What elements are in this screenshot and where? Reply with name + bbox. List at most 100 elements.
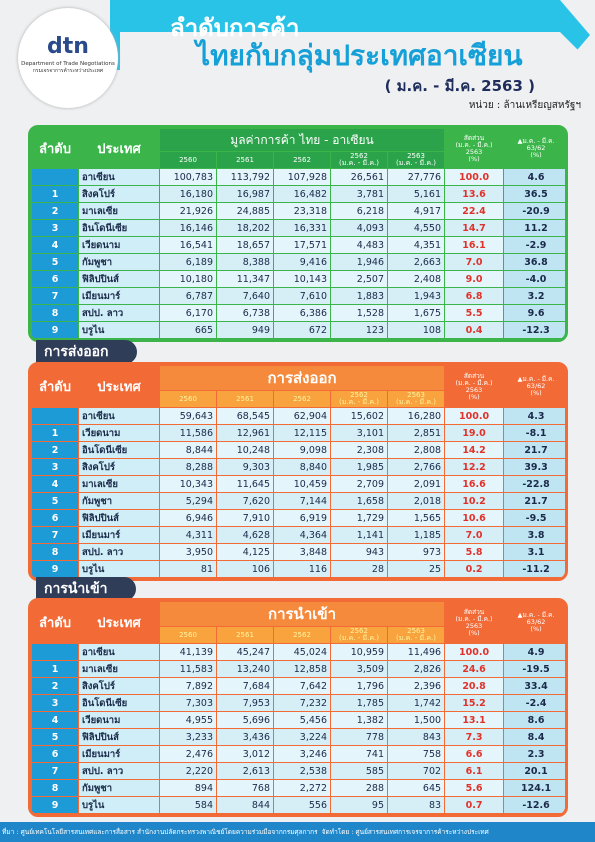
rank: 9 <box>32 561 78 577</box>
header-row: ลำดับ ประเทศ การส่งออก สัดส่วน (ม.ค. - มี.ค… <box>32 366 565 400</box>
value: 7,620 <box>217 493 273 509</box>
unit-note: หน่วย : ล้านเหรียญสหรัฐฯ <box>468 100 581 111</box>
rank: 4 <box>32 237 78 253</box>
value: 949 <box>217 322 273 338</box>
value: 5,696 <box>217 712 273 728</box>
share: 15.2 <box>445 695 504 711</box>
growth: 33.4 <box>504 678 565 694</box>
share-header: สัดส่วน (ม.ค. - มี.ค.) 2563 (%) <box>455 133 493 163</box>
country: สิงคโปร์ <box>79 186 159 202</box>
growth: 20.1 <box>504 763 565 779</box>
country: ฟิลิปปินส์ <box>79 510 159 526</box>
value: 894 <box>160 780 216 796</box>
country: เวียดนาม <box>79 712 159 728</box>
rank: 8 <box>32 305 78 321</box>
rank: 3 <box>32 695 78 711</box>
year-header: 2562 <box>274 391 330 407</box>
value: 288 <box>331 780 387 796</box>
rank: 3 <box>32 459 78 475</box>
rank-header: ลำดับ <box>39 142 71 157</box>
country: อินโดนีเซีย <box>79 442 159 458</box>
value: 973 <box>388 544 445 560</box>
share: 0.7 <box>445 797 504 813</box>
year-row: 2560 2561 2562 2562 (ม.ค. - มี.ค.) 2563 (ม.ค… <box>32 627 565 643</box>
value: 6,218 <box>331 203 387 219</box>
value: 1,883 <box>331 288 387 304</box>
value: 108 <box>388 322 445 338</box>
value: 106 <box>217 561 273 577</box>
growth: 3.2 <box>504 288 565 304</box>
value: 16,482 <box>274 186 330 202</box>
share: 16.1 <box>445 237 504 253</box>
growth-header: ▲ม.ค. - มี.ค. 63/62 (%) <box>517 611 555 633</box>
growth: 36.5 <box>504 186 565 202</box>
value: 107,928 <box>274 169 330 185</box>
country: บรูไน <box>79 322 159 338</box>
value: 15,602 <box>331 408 387 424</box>
growth: 4.6 <box>504 169 565 185</box>
data-row: 3 อินโดนีเซีย 16,146 18,202 16,331 4,093 4,550… <box>32 220 565 236</box>
value: 1,943 <box>388 288 445 304</box>
growth: 4.3 <box>504 408 565 424</box>
data-row: 4 เวียดนาม 16,541 18,657 17,571 4,483 4,351 16.… <box>32 237 565 253</box>
value: 16,280 <box>388 408 445 424</box>
value: 81 <box>160 561 216 577</box>
value: 2,018 <box>388 493 445 509</box>
share: 7.3 <box>445 729 504 745</box>
rank: 1 <box>32 661 78 677</box>
growth: 36.8 <box>504 254 565 270</box>
value: 7,953 <box>217 695 273 711</box>
year-row: 2560 2561 2562 2562 (ม.ค. - มี.ค.) 2563 (ม.ค… <box>32 391 565 407</box>
value: 768 <box>217 780 273 796</box>
country: มาเลเซีย <box>79 203 159 219</box>
value: 7,910 <box>217 510 273 526</box>
value: 702 <box>388 763 445 779</box>
value: 1,565 <box>388 510 445 526</box>
year-header: 2560 <box>160 152 216 168</box>
growth: 124.1 <box>504 780 565 796</box>
value: 16,180 <box>160 186 216 202</box>
value: 1,141 <box>331 527 387 543</box>
data-row: 5 กัมพูชา 5,294 7,620 7,144 1,658 2,018 10.2 21.… <box>32 493 565 509</box>
year-header: 2560 <box>160 627 216 643</box>
share: 14.7 <box>445 220 504 236</box>
value: 8,844 <box>160 442 216 458</box>
logo: dtn Department of Trade Negotiations กรม… <box>18 8 118 108</box>
value: 843 <box>388 729 445 745</box>
footer: ที่มา : ศูนย์เทคโนโลยีสารสนเทศและการสื่อ… <box>0 822 595 842</box>
value: 1,742 <box>388 695 445 711</box>
value: 7,144 <box>274 493 330 509</box>
period: ( ม.ค. - มี.ค. 2563 ) <box>384 77 535 95</box>
growth: 2.3 <box>504 746 565 762</box>
value: 6,386 <box>274 305 330 321</box>
rank: 2 <box>32 678 78 694</box>
value: 4,628 <box>217 527 273 543</box>
share: 6.8 <box>445 288 504 304</box>
value: 2,308 <box>331 442 387 458</box>
value: 741 <box>331 746 387 762</box>
value: 2,396 <box>388 678 445 694</box>
growth: 39.3 <box>504 459 565 475</box>
value: 11,496 <box>388 644 445 660</box>
value: 7,684 <box>217 678 273 694</box>
share: 22.4 <box>445 203 504 219</box>
growth: 4.9 <box>504 644 565 660</box>
value: 7,232 <box>274 695 330 711</box>
country-header: ประเทศ <box>97 380 141 395</box>
share: 20.8 <box>445 678 504 694</box>
value: 1,185 <box>388 527 445 543</box>
rank: 9 <box>32 322 78 338</box>
data-row: 4 เวียดนาม 4,955 5,696 5,456 1,382 1,500 13.1 8.… <box>32 712 565 728</box>
growth: 21.7 <box>504 493 565 509</box>
value: 4,125 <box>217 544 273 560</box>
data-table: ลำดับ ประเทศ การส่งออก สัดส่วน (ม.ค. - มี.ค… <box>31 365 565 578</box>
year-header: 2563 (ม.ค. - มี.ค.) <box>388 627 445 643</box>
data-row: 2 อินโดนีเซีย 8,844 10,248 9,098 2,308 2,808 14… <box>32 442 565 458</box>
country: กัมพูชา <box>79 780 159 796</box>
rank: 5 <box>32 254 78 270</box>
table-block: ลำดับ ประเทศ การนำเข้า สัดส่วน (ม.ค. - มี.ค… <box>28 598 568 817</box>
rank: 8 <box>32 780 78 796</box>
value: 7,642 <box>274 678 330 694</box>
rank <box>32 408 78 424</box>
value: 1,658 <box>331 493 387 509</box>
